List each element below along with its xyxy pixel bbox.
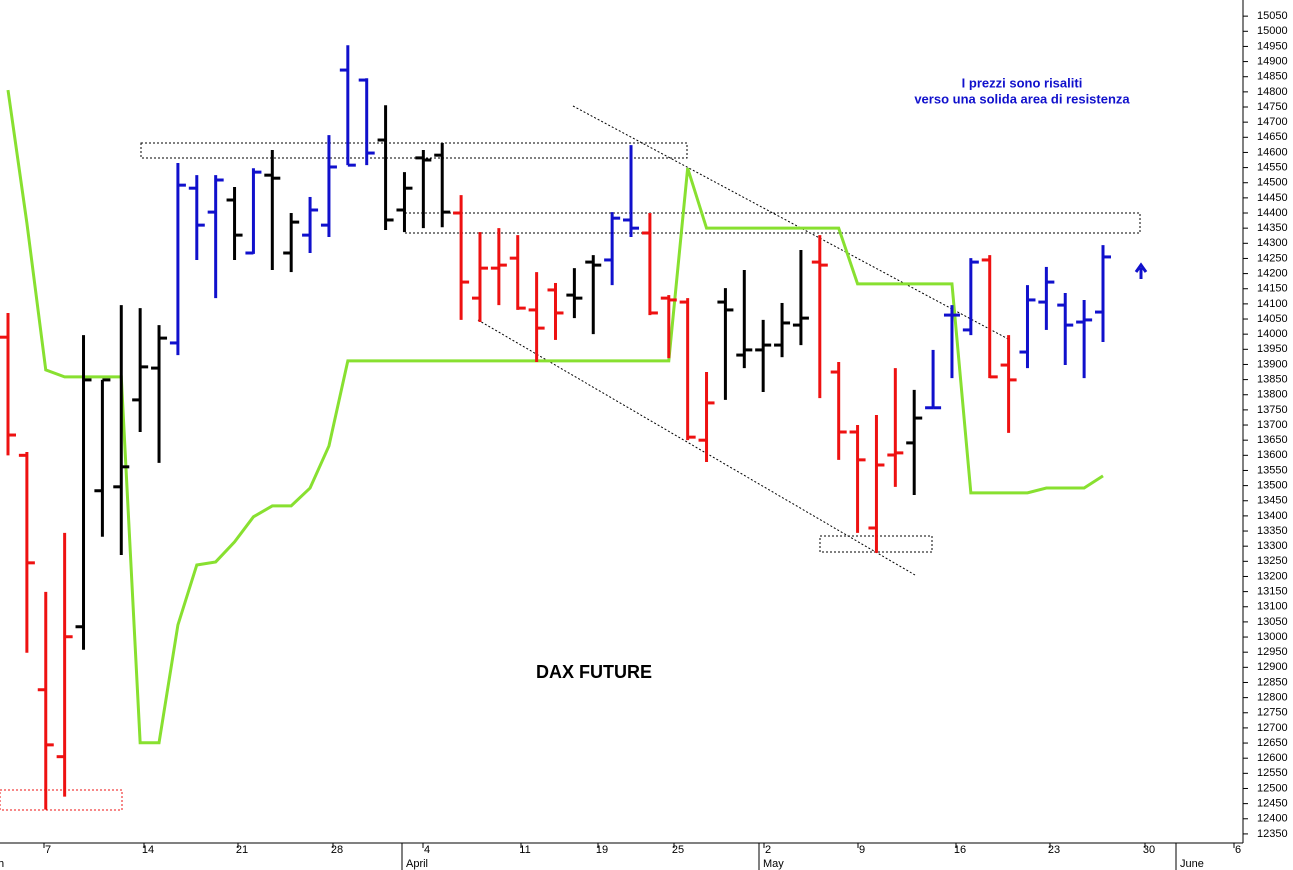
x-tick-label: 11 [519,844,530,856]
y-tick-label: 13200 [1257,570,1288,582]
y-tick-label: 13650 [1257,434,1288,446]
y-tick-label: 14600 [1257,146,1288,158]
y-tick-label: 12500 [1257,782,1288,794]
y-tick-label: 13000 [1257,631,1288,643]
y-tick-label: 14450 [1257,192,1288,204]
y-tick-label: 14800 [1257,86,1288,98]
y-tick-label: 13400 [1257,510,1288,522]
y-tick-label: 12550 [1257,767,1288,779]
x-tick-label: 30 [1143,844,1155,856]
y-tick-label: 12600 [1257,752,1288,764]
y-tick-label: 14900 [1257,55,1288,67]
x-tick-label: 21 [236,844,248,856]
y-tick-label: 13600 [1257,449,1288,461]
trend-line [572,105,1011,341]
annotation: I prezzi sono risaliti [962,75,1083,90]
x-tick-label: 9 [859,844,865,856]
y-tick-label: 15050 [1257,10,1288,22]
y-tick-label: 13450 [1257,495,1288,507]
y-tick-label: 12950 [1257,646,1288,658]
x-tick-label: 2 [765,844,771,856]
chart-title: DAX FUTURE [536,662,652,682]
y-tick-label: 13750 [1257,404,1288,416]
trend-line [477,319,916,576]
y-tick-label: 14050 [1257,313,1288,325]
y-tick-label: 13250 [1257,555,1288,567]
x-tick-label: 16 [954,844,966,856]
y-tick-label: 13150 [1257,586,1288,598]
y-tick-label: 14650 [1257,131,1288,143]
y-tick-label: 13050 [1257,616,1288,628]
annotation: verso una solida area di resistenza [914,91,1130,106]
indicator-line [6,89,1104,745]
y-tick-label: 13100 [1257,601,1288,613]
month-label: May [763,858,784,870]
y-tick-label: 14400 [1257,207,1288,219]
x-tick-label: 23 [1048,844,1060,856]
y-tick-label: 14150 [1257,283,1288,295]
x-tick-label: 6 [1235,844,1241,856]
y-tick-label: 13500 [1257,480,1288,492]
y-tick-label: 14350 [1257,222,1288,234]
y-tick-label: 13350 [1257,525,1288,537]
y-tick-label: 15000 [1257,25,1288,37]
y-tick-label: 14850 [1257,71,1288,83]
y-tick-label: 13900 [1257,358,1288,370]
resistance-box [140,142,688,159]
y-tick-label: 14550 [1257,161,1288,173]
y-tick-label: 14750 [1257,101,1288,113]
y-tick-label: 12750 [1257,707,1288,719]
y-tick-label: 13800 [1257,389,1288,401]
plot [0,45,1111,810]
up-arrow [1134,262,1148,279]
y-tick-label: 14250 [1257,252,1288,264]
y-tick-label: 13850 [1257,374,1288,386]
x-tick-label: 7 [45,844,51,856]
x-tick-label: 14 [142,844,154,856]
month-label: April [406,858,428,870]
y-tick-label: 13700 [1257,419,1288,431]
y-tick-label: 12650 [1257,737,1288,749]
y-tick-label: 12850 [1257,676,1288,688]
x-tick-label: 25 [672,844,684,856]
y-tick-label: 14000 [1257,328,1288,340]
y-tick-label: 12400 [1257,813,1288,825]
y-tick-label: 14300 [1257,237,1288,249]
y-tick-label: 12700 [1257,722,1288,734]
y-tick-label: 14950 [1257,40,1288,52]
month-label: June [1180,858,1204,870]
support-box [0,789,123,811]
y-tick-label: 12900 [1257,661,1288,673]
y-tick-label: 13950 [1257,343,1288,355]
y-tick-label: 13550 [1257,464,1288,476]
y-tick-label: 14200 [1257,267,1288,279]
y-tick-label: 12350 [1257,828,1288,840]
y-tick-label: 12450 [1257,798,1288,810]
y-tick-label: 14500 [1257,177,1288,189]
y-tick-label: 14100 [1257,298,1288,310]
x-tick-label: 4 [424,844,430,856]
x-tick-label: 28 [331,844,343,856]
month-label: h [0,858,4,870]
y-tick-label: 13300 [1257,540,1288,552]
y-tick-label: 12800 [1257,692,1288,704]
y-tick-label: 14700 [1257,116,1288,128]
x-tick-label: 19 [596,844,608,856]
